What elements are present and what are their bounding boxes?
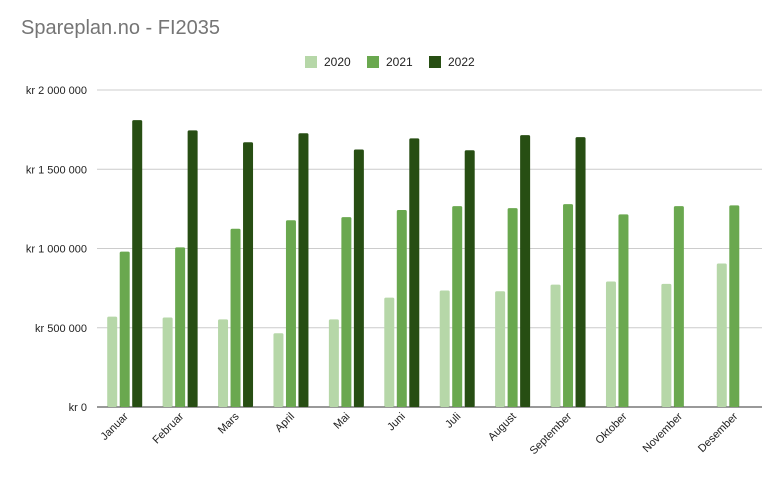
bar-2022-september (575, 137, 586, 407)
y-tick-label: kr 1 000 000 (26, 244, 87, 256)
bar-2021-april (285, 220, 296, 407)
bar-2021-november (673, 206, 684, 407)
y-tick-label: kr 500 000 (35, 323, 87, 335)
x-tick-label: Oktober (593, 410, 629, 446)
bar-2021-september (563, 204, 574, 407)
bar-2020-juli (439, 290, 450, 407)
bar-2021-juni (396, 209, 407, 407)
bar-2020-desember (716, 263, 727, 407)
bar-2022-mars (243, 142, 254, 407)
x-tick-label: August (486, 411, 519, 444)
bar-2022-januar (132, 120, 143, 408)
x-tick-label: Januar (99, 410, 132, 443)
bar-2020-august (495, 291, 506, 407)
bar-2020-mai (328, 319, 339, 407)
bar-2021-mars (230, 228, 241, 407)
x-tick-label: Mars (216, 410, 242, 436)
bar-2021-oktober (618, 214, 629, 407)
legend-swatch-2022 (429, 56, 441, 68)
bar-2021-august (507, 208, 518, 407)
bar-2020-januar (107, 316, 118, 407)
bar-2020-september (550, 284, 561, 407)
y-tick-label: kr 1 500 000 (26, 164, 87, 176)
bar-2022-august (520, 135, 531, 408)
bar-2021-juli (452, 206, 463, 407)
bar-2020-april (273, 333, 284, 407)
bar-2022-juli (464, 150, 475, 408)
bar-2021-desember (729, 205, 740, 407)
chart-title: Spareplan.no - FI2035 (21, 17, 221, 39)
legend-swatch-2021 (367, 56, 379, 68)
bar-2020-mars (218, 319, 229, 407)
bar-2020-februar (162, 317, 173, 407)
legend-swatch-2020 (305, 56, 317, 68)
bar-2021-mai (341, 217, 352, 407)
legend-label: 2020 (324, 55, 351, 69)
x-tick-label: Mai (331, 411, 352, 432)
bar-2022-februar (187, 130, 198, 408)
bar-2022-april (298, 133, 309, 407)
x-tick-label: Juli (443, 411, 463, 431)
x-tick-label: November (641, 410, 686, 455)
bar-2020-november (661, 283, 672, 407)
y-tick-label: kr 0 (69, 402, 87, 414)
x-tick-label: April (273, 411, 297, 435)
bar-2022-juni (409, 138, 420, 407)
x-tick-label: Juni (385, 411, 408, 434)
bar-2020-juni (384, 297, 395, 407)
bar-2022-mai (353, 149, 364, 407)
bar-2021-februar (175, 247, 186, 407)
x-tick-label: September (528, 410, 575, 457)
bar-2020-oktober (605, 281, 616, 407)
legend-label: 2021 (386, 55, 413, 69)
legend-label: 2022 (448, 55, 475, 69)
bar-2021-januar (119, 251, 130, 407)
x-tick-label: Februar (151, 410, 187, 446)
x-tick-label: Desember (696, 410, 741, 455)
y-tick-label: kr 2 000 000 (26, 85, 87, 97)
